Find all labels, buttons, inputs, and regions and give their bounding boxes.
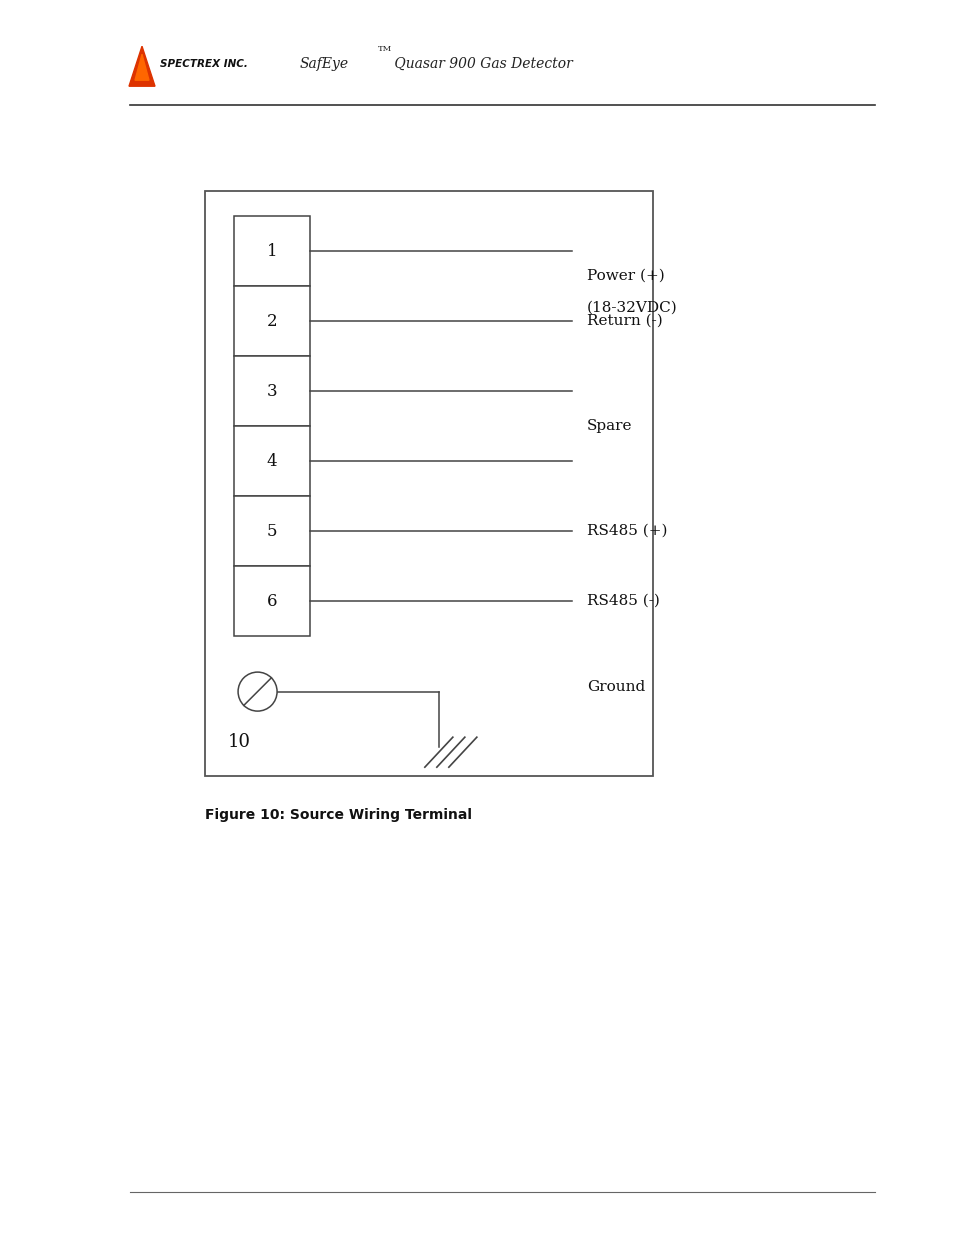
Bar <box>233 356 310 426</box>
Polygon shape <box>135 54 149 80</box>
Text: Figure 10: Source Wiring Terminal: Figure 10: Source Wiring Terminal <box>205 808 472 823</box>
Bar <box>233 216 310 287</box>
Text: 4: 4 <box>266 452 277 469</box>
Bar <box>233 287 310 356</box>
Bar <box>233 426 310 496</box>
Text: TM: TM <box>377 46 392 53</box>
Text: Return (-): Return (-) <box>586 314 661 329</box>
Text: (18-32VDC): (18-32VDC) <box>586 301 677 315</box>
Text: Spare: Spare <box>586 419 632 433</box>
Circle shape <box>238 672 276 711</box>
Text: SafEye: SafEye <box>299 57 349 72</box>
Text: Power (+): Power (+) <box>586 269 663 283</box>
Text: 5: 5 <box>266 522 277 540</box>
Text: Ground: Ground <box>586 679 644 694</box>
Text: Quasar 900 Gas Detector: Quasar 900 Gas Detector <box>390 57 572 72</box>
Text: RS485 (-): RS485 (-) <box>586 594 659 608</box>
Bar <box>233 496 310 566</box>
Text: 10: 10 <box>228 732 251 751</box>
Text: 6: 6 <box>266 593 277 610</box>
Text: SPECTREX INC.: SPECTREX INC. <box>160 59 248 69</box>
Polygon shape <box>129 46 154 86</box>
Text: RS485 (+): RS485 (+) <box>586 524 666 538</box>
Text: 2: 2 <box>266 312 277 330</box>
Bar <box>233 566 310 636</box>
Text: 3: 3 <box>266 383 277 400</box>
Text: 1: 1 <box>266 242 277 259</box>
Bar <box>205 191 653 776</box>
